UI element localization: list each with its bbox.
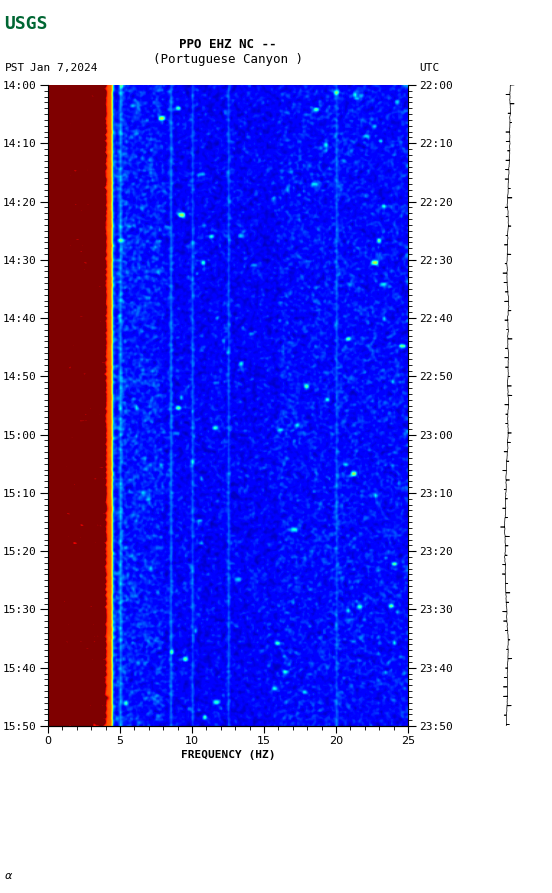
X-axis label: FREQUENCY (HZ): FREQUENCY (HZ) [181,750,275,760]
Text: Jan 7,2024: Jan 7,2024 [30,63,98,73]
Text: $\alpha$: $\alpha$ [4,871,13,881]
Text: PPO EHZ NC --: PPO EHZ NC -- [179,38,277,52]
Text: (Portuguese Canyon ): (Portuguese Canyon ) [153,54,303,66]
Text: USGS: USGS [4,15,47,33]
Text: UTC: UTC [419,63,439,73]
Text: PST: PST [5,63,25,73]
